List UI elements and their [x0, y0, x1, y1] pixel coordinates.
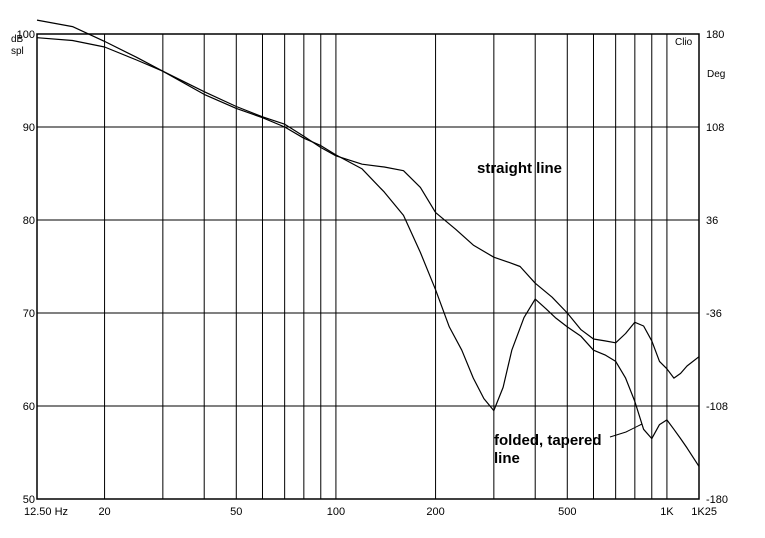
x-tick-label: 500 — [558, 506, 576, 518]
annotation-straight-line: straight line — [477, 160, 562, 177]
y-tick-label: 50 — [23, 494, 35, 506]
y2-tick-label: 180 — [706, 29, 724, 41]
y2-tick-label: -180 — [706, 494, 728, 506]
y-tick-label: 60 — [23, 401, 35, 413]
plot-frame — [36, 33, 700, 500]
y2-tick-label: -36 — [706, 308, 722, 320]
annotation-leader-line — [609, 423, 643, 438]
series-layer — [36, 19, 700, 467]
x-tick-label: 1K — [660, 506, 674, 518]
y-tick-label: 100 — [17, 29, 35, 41]
tick-labels: 12.50 Hz 20 50 100 200 500 1K 1K25 100 90 80 70 60 50… — [17, 29, 728, 518]
series-straight-line — [36, 37, 700, 379]
y2-axis-unit-deg: Deg — [707, 69, 725, 80]
x-tick-label: 12.50 Hz — [24, 506, 68, 518]
y-axis-unit-spl: spl — [11, 46, 24, 57]
x-tick-label: 20 — [98, 506, 110, 518]
x-tick-label: 1K25 — [691, 506, 717, 518]
y2-tick-label: -108 — [706, 401, 728, 413]
x-tick-label: 100 — [327, 506, 345, 518]
annotation-folded-line: line — [494, 450, 520, 467]
x-tick-label: 200 — [426, 506, 444, 518]
y2-tick-label: 36 — [706, 215, 718, 227]
annotation-folded-tapered: folded, tapered — [494, 432, 602, 449]
y-tick-label: 70 — [23, 308, 35, 320]
y-tick-label: 90 — [23, 122, 35, 134]
y-axis-unit-db: dB — [11, 34, 24, 45]
y-tick-label: 80 — [23, 215, 35, 227]
series-folded-line — [36, 19, 700, 467]
grid — [37, 34, 699, 499]
x-tick-label: 50 — [230, 506, 242, 518]
y2-tick-label: 108 — [706, 122, 724, 134]
y2-axis-source-label: Clio — [675, 37, 693, 48]
